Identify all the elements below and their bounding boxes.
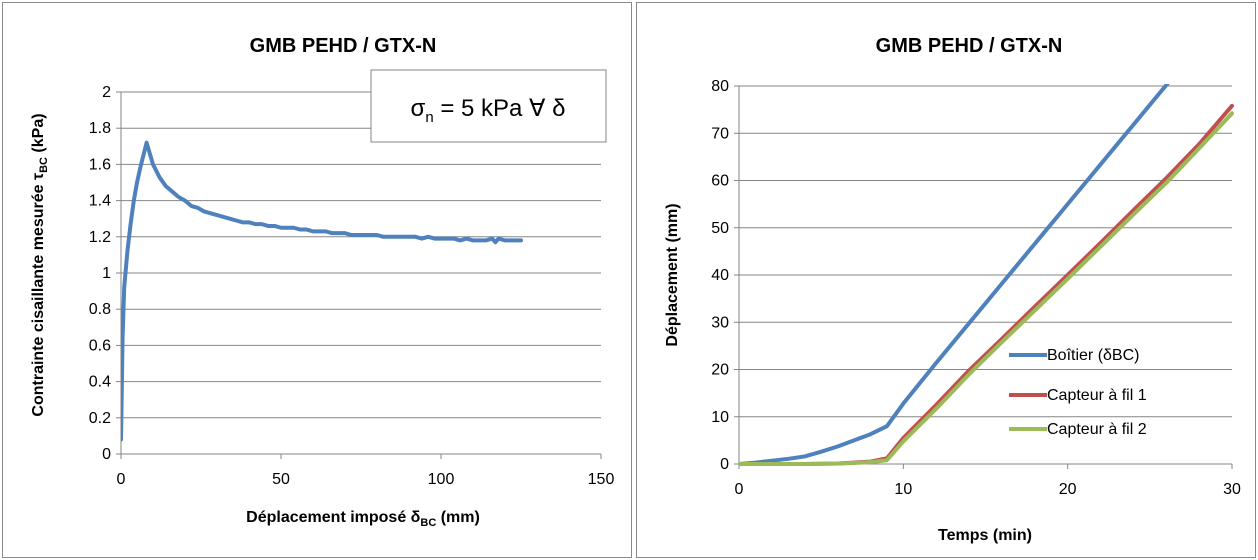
x-axis-label: Temps (min)	[938, 527, 1032, 544]
x-tick-label: 0	[117, 471, 126, 488]
x-tick-label: 30	[1223, 481, 1241, 498]
y-tick-label: 60	[711, 173, 729, 190]
y-axis-label: Contrainte cisaillante mesurée τBC (kPa)	[30, 113, 50, 416]
annotation-subscript: n	[425, 109, 433, 126]
x-axis-label-unit: (mm)	[436, 509, 480, 526]
y-tick-label: 1.8	[89, 120, 111, 137]
y-tick-label: 1.6	[89, 156, 111, 173]
legend: Boîtier (δBC) Capteur à fil 1 Capteur à fi…	[1009, 347, 1147, 438]
annotation-symbol: σ	[411, 95, 426, 122]
legend-label-2: Capteur à fil 1	[1047, 387, 1147, 404]
x-tick-label: 20	[1059, 481, 1077, 498]
x-tick-label: 10	[894, 481, 912, 498]
annotation-box	[370, 69, 607, 143]
chart-title: GMB PEHD / GTX-N	[250, 35, 437, 57]
y-axis-label-unit: (kPa)	[30, 113, 47, 157]
y-axis-label-subscript: BC	[38, 157, 50, 173]
x-axis-label: Déplacement imposé δBC (mm)	[246, 509, 480, 529]
chart-panel-displacement: GMB PEHD / GTX-N 0 10 20 30 40 50 60 70 80 0 10 20 30…	[636, 2, 1256, 558]
y-tick-label: 70	[711, 125, 729, 142]
x-axis-label-subscript: BC	[420, 517, 436, 529]
y-axis-label: Déplacement (mm)	[664, 203, 681, 346]
series-line-3	[739, 111, 1234, 466]
y-axis-label-main: Contrainte cisaillante mesurée τ	[30, 173, 47, 417]
shear-stress-chart: GMB PEHD / GTX-N 0 0.2 0.4 0.6 0.8 1 1.2 1.4 1.6 1…	[30, 35, 615, 529]
y-tick-label: 0.8	[89, 301, 111, 318]
y-tick-label: 80	[711, 78, 729, 95]
y-tick-label: 0	[102, 446, 111, 463]
y-tick-label: 1	[102, 265, 111, 282]
series-line-2	[739, 103, 1234, 466]
y-tick-label: 2	[102, 84, 111, 101]
displacement-chart: GMB PEHD / GTX-N 0 10 20 30 40 50 60 70 80 0 10 20 30…	[664, 35, 1241, 544]
y-tick-label: 0	[720, 456, 729, 473]
y-tick-label: 50	[711, 220, 729, 237]
annotation-text: σn = 5 kPa ∀ δ	[411, 95, 566, 126]
series-line-1	[739, 84, 1170, 466]
series-line-1	[121, 140, 523, 442]
x-tick-label: 0	[735, 481, 744, 498]
legend-label-3: Capteur à fil 2	[1047, 421, 1147, 438]
y-tick-label: 0.2	[89, 410, 111, 427]
legend-label-1: Boîtier (δBC)	[1047, 347, 1139, 364]
x-tick-label: 100	[428, 471, 455, 488]
y-tick-label: 1.2	[89, 229, 111, 246]
y-tick-label: 0.6	[89, 337, 111, 354]
y-tick-label: 10	[711, 409, 729, 426]
x-axis-label-main: Déplacement imposé δ	[246, 509, 421, 526]
y-tick-label: 40	[711, 267, 729, 284]
annotation-value: = 5 kPa ∀ δ	[434, 95, 566, 122]
y-tick-label: 1.4	[89, 193, 111, 210]
y-tick-label: 0.4	[89, 374, 111, 391]
y-tick-label: 30	[711, 314, 729, 331]
chart-panel-shear-stress: GMB PEHD / GTX-N 0 0.2 0.4 0.6 0.8 1 1.2 1.4 1.6 1…	[2, 2, 632, 558]
x-tick-label: 150	[588, 471, 615, 488]
x-tick-label: 50	[272, 471, 290, 488]
chart-title: GMB PEHD / GTX-N	[876, 35, 1063, 57]
y-tick-label: 20	[711, 362, 729, 379]
